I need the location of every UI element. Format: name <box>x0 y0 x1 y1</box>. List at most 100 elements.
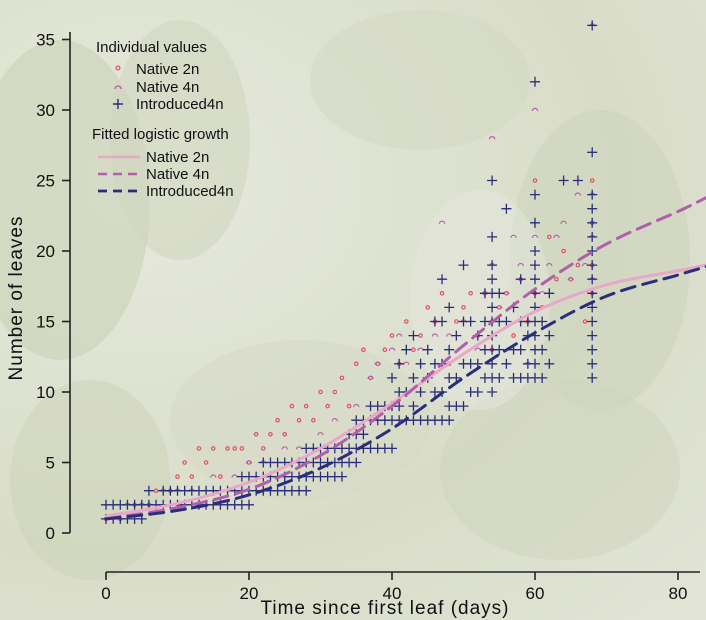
point-native-2n <box>182 460 187 465</box>
y-tick-label: 5 <box>46 454 55 473</box>
point-native-2n <box>210 446 216 451</box>
point-introduced4n <box>515 274 526 285</box>
y-tick-label: 15 <box>36 313 55 332</box>
point-introduced4n <box>301 485 312 496</box>
point-native-4n <box>317 432 324 436</box>
foliage-blob <box>410 190 550 410</box>
point-native-2n <box>403 319 409 324</box>
point-introduced4n <box>558 175 569 186</box>
legend-points-title: Individual values <box>96 39 207 56</box>
point-native-4n <box>567 277 574 281</box>
point-introduced4n <box>587 358 598 369</box>
curve-native-4n <box>104 196 706 521</box>
point-introduced4n <box>465 316 476 327</box>
point-native-4n <box>488 136 496 140</box>
x-tick-label: 80 <box>669 584 688 603</box>
point-introduced4n <box>501 203 512 214</box>
point-native-2n <box>318 389 323 395</box>
point-native-2n <box>382 347 388 353</box>
curve-introduced4n <box>104 265 706 521</box>
point-native-2n <box>353 361 359 367</box>
point-introduced4n <box>587 372 598 383</box>
point-introduced4n <box>451 330 462 341</box>
point-introduced4n <box>587 330 598 341</box>
legend-label-native-2n-curve: Native 2n <box>146 149 209 166</box>
point-introduced4n <box>387 372 397 383</box>
background-foliage <box>0 10 690 580</box>
point-native-2n <box>275 417 280 423</box>
point-introduced4n <box>487 231 498 242</box>
point-introduced4n <box>408 401 419 412</box>
point-native-4n <box>531 107 539 112</box>
point-introduced4n <box>530 189 540 200</box>
y-tick-label: 30 <box>36 101 55 120</box>
point-native-4n <box>517 262 524 267</box>
point-native-4n <box>367 375 374 380</box>
legend-label-native-4n-points: Native 4n <box>136 79 199 96</box>
point-native-2n <box>196 446 202 451</box>
point-introduced4n <box>408 372 419 383</box>
point-introduced4n <box>494 288 505 299</box>
point-native-4n <box>560 220 567 224</box>
point-native-4n <box>531 234 539 239</box>
x-tick-label: 20 <box>240 584 259 603</box>
point-native-2n <box>225 446 230 451</box>
foliage-blob <box>170 340 430 500</box>
point-native-2n <box>511 333 516 338</box>
point-introduced4n <box>387 443 397 454</box>
point-native-2n <box>325 403 330 409</box>
point-native-4n <box>431 333 439 337</box>
point-introduced4n <box>544 358 555 369</box>
y-tick-label: 20 <box>36 242 55 261</box>
point-introduced4n <box>544 330 555 341</box>
point-native-2n <box>203 460 209 465</box>
point-native-2n <box>232 446 238 451</box>
point-introduced4n <box>530 260 540 271</box>
point-introduced4n <box>587 147 598 158</box>
point-introduced4n <box>408 330 419 341</box>
point-native-4n <box>388 347 396 351</box>
point-introduced4n <box>587 344 598 355</box>
x-axis-title: Time since first leaf (days) <box>260 598 509 619</box>
foliage-blob <box>110 20 250 260</box>
axes <box>69 32 700 573</box>
point-native-2n <box>268 431 273 437</box>
point-introduced4n <box>494 344 505 355</box>
point-introduced4n <box>544 288 555 299</box>
point-introduced4n <box>472 387 483 397</box>
point-introduced4n <box>587 246 598 256</box>
point-introduced4n <box>458 401 469 412</box>
point-introduced4n <box>487 274 498 285</box>
point-introduced4n <box>437 274 448 285</box>
point-native-2n <box>454 319 459 324</box>
point-introduced4n <box>444 415 455 426</box>
y-tick-label: 0 <box>46 524 55 543</box>
point-native-4n <box>574 192 582 196</box>
point-native-2n <box>554 276 559 282</box>
point-native-2n <box>582 319 588 324</box>
point-native-2n <box>239 446 245 451</box>
point-native-2n <box>153 488 159 494</box>
point-native-4n <box>546 262 553 267</box>
y-axis-title: Number of leaves <box>6 216 27 381</box>
point-introduced4n <box>530 358 540 369</box>
point-native-2n <box>346 403 352 409</box>
point-introduced4n <box>515 344 526 355</box>
point-native-2n <box>253 431 259 437</box>
point-introduced4n <box>487 302 498 313</box>
point-native-2n <box>282 431 288 437</box>
point-native-2n <box>575 262 581 268</box>
legend-marker-native-2n <box>115 65 121 71</box>
point-introduced4n <box>143 485 154 496</box>
point-native-2n <box>339 375 345 381</box>
y-tick-label: 25 <box>36 172 55 191</box>
point-introduced4n <box>501 358 512 369</box>
point-introduced4n <box>530 76 540 87</box>
point-native-2n <box>296 417 302 423</box>
point-native-4n <box>281 446 288 450</box>
point-native-4n <box>331 418 338 422</box>
point-introduced4n <box>587 316 598 327</box>
point-introduced4n <box>501 316 512 327</box>
point-introduced4n <box>587 20 598 31</box>
point-introduced4n <box>587 217 598 228</box>
